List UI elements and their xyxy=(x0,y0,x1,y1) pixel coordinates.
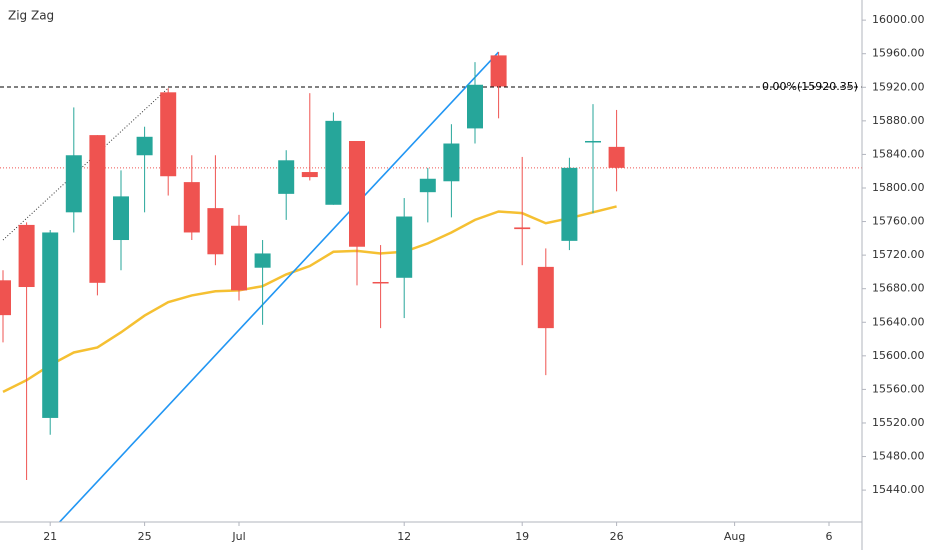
x-tick-label: 19 xyxy=(515,530,529,543)
y-tick-label: 15920.00 xyxy=(872,80,925,93)
chart-title: Zig Zag xyxy=(8,9,54,23)
y-tick-label: 15840.00 xyxy=(872,147,925,160)
candle-body xyxy=(443,143,460,182)
candle-body xyxy=(89,135,106,283)
plot-area: 0.00%(15920.35) xyxy=(0,51,862,522)
candle-body xyxy=(160,92,177,177)
x-tick-label: 21 xyxy=(43,530,57,543)
candle-body xyxy=(349,140,365,247)
y-tick-label: 15520.00 xyxy=(872,416,925,429)
candle-body xyxy=(42,232,59,418)
candle-body xyxy=(0,280,11,316)
candle-body xyxy=(301,172,318,178)
candle-body xyxy=(207,208,224,255)
y-tick-label: 15560.00 xyxy=(872,382,925,395)
candle-body xyxy=(490,55,507,87)
y-tick-label: 15720.00 xyxy=(872,248,925,261)
y-tick-label: 15640.00 xyxy=(872,315,925,328)
candle-body xyxy=(325,120,342,205)
candle-body xyxy=(537,266,554,329)
x-tick-label: Aug xyxy=(724,530,745,543)
candle-body xyxy=(419,178,436,193)
x-tick-label: 6 xyxy=(826,530,833,543)
candle-body xyxy=(183,182,200,233)
candle-body xyxy=(18,224,35,288)
x-tick-label: 12 xyxy=(397,530,411,543)
y-tick-label: 15480.00 xyxy=(872,450,925,463)
moving-average xyxy=(2,205,617,394)
candle-body xyxy=(561,167,578,241)
x-tick-label: Jul xyxy=(231,530,245,543)
y-tick-label: 15440.00 xyxy=(872,483,925,496)
candle-body xyxy=(372,281,389,284)
candle-body xyxy=(231,225,247,291)
candle-body xyxy=(396,216,413,278)
y-tick-label: 15880.00 xyxy=(872,114,925,127)
candle-body xyxy=(136,136,153,156)
candle-body xyxy=(65,155,82,213)
y-tick-label: 15600.00 xyxy=(872,349,925,362)
candle-body xyxy=(254,253,271,268)
y-tick-label: 15680.00 xyxy=(872,282,925,295)
candle-body xyxy=(278,160,295,194)
candle-body xyxy=(585,140,601,143)
y-tick-label: 15960.00 xyxy=(872,47,925,60)
y-tick-label: 15760.00 xyxy=(872,215,925,228)
x-tick-label: 25 xyxy=(138,530,152,543)
level-label: 0.00%(15920.35) xyxy=(762,80,858,93)
zigzag-line xyxy=(58,51,500,522)
candle-body xyxy=(514,227,531,230)
candle-body xyxy=(113,196,129,241)
candle-body xyxy=(467,84,483,129)
y-tick-label: 15800.00 xyxy=(872,181,925,194)
x-tick-label: 26 xyxy=(610,530,624,543)
y-tick-label: 16000.00 xyxy=(872,13,925,26)
candle-body xyxy=(608,146,625,168)
